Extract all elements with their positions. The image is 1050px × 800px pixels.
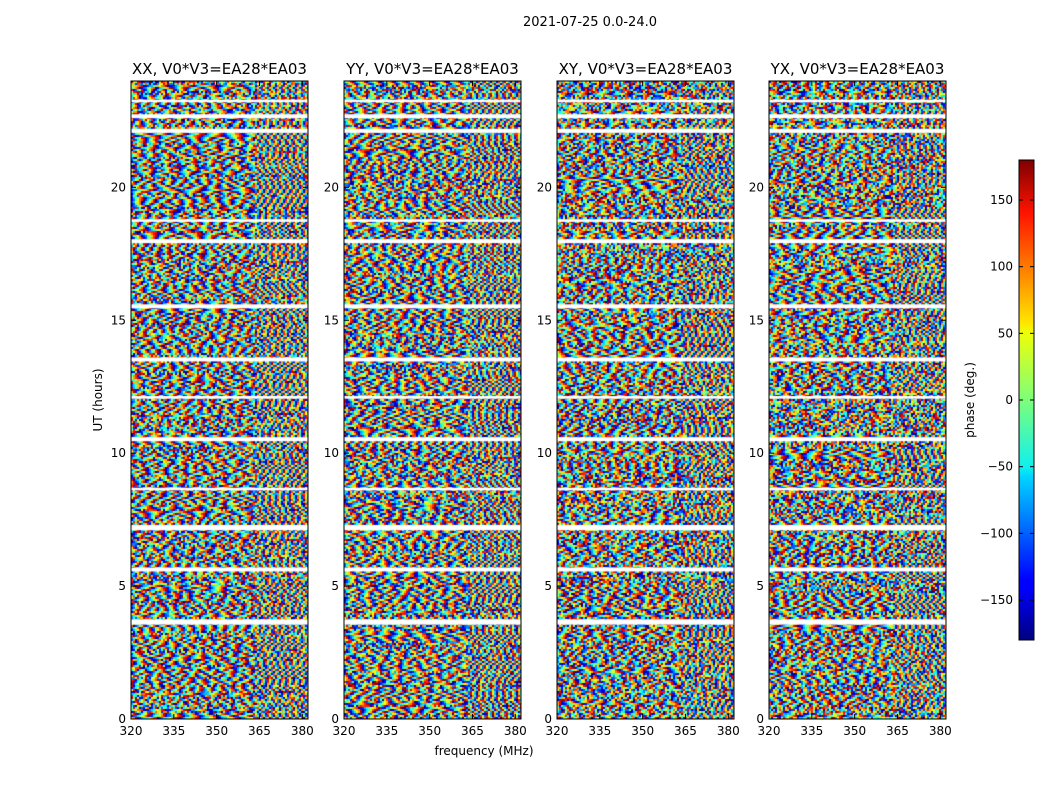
colorbar-tick-label: 100 (990, 260, 1013, 274)
x-tick-label: 380 (291, 724, 314, 738)
x-tick-label: 335 (162, 724, 185, 738)
plot-frame (556, 80, 735, 720)
y-tick-label: 0 (544, 712, 552, 726)
x-tick-label: 320 (546, 724, 569, 738)
colorbar-tick-label: 0 (1005, 393, 1013, 407)
y-tick-label: 5 (118, 579, 126, 593)
y-tick-label: 15 (749, 313, 764, 327)
panel-title: YX, V0*V3=EA28*EA03 (770, 60, 945, 78)
phase-heatmap (131, 81, 308, 719)
panel-2: YY, V0*V3=EA28*EA03 320 335 350 365 380 0 5 10 15… (324, 60, 527, 738)
x-tick-label: 320 (758, 724, 781, 738)
panels: XX, V0*V3=EA28*EA03 320 335 350 365 380 0 5 10 15… (111, 60, 952, 738)
y-tick-label: 10 (324, 446, 339, 460)
x-tick-label: 335 (375, 724, 398, 738)
y-tick-label: 5 (544, 579, 552, 593)
y-tick-label: 5 (756, 579, 764, 593)
colorbar-label: phase (deg.) (963, 362, 977, 438)
x-axis-label: frequency (MHz) (434, 744, 533, 758)
y-tick-label: 0 (756, 712, 764, 726)
plot-frame (343, 80, 522, 720)
colorbar-tick-label: 50 (998, 326, 1013, 340)
x-tick-label: 380 (717, 724, 740, 738)
panel-title: XY, V0*V3=EA28*EA03 (559, 60, 733, 78)
phase-heatmap (557, 81, 734, 719)
x-tick-label: 350 (418, 724, 441, 738)
colorbar: −150 −100 −50 0 50 100 150 phase (deg.) (963, 159, 1035, 641)
x-tick-label: 335 (588, 724, 611, 738)
panel-title: YY, V0*V3=EA28*EA03 (345, 60, 519, 78)
y-tick-label: 20 (324, 180, 339, 194)
x-tick-label: 350 (843, 724, 866, 738)
x-tick-label: 380 (504, 724, 527, 738)
colorbar-ticks: −150 −100 −50 0 50 100 150 (980, 193, 1034, 607)
y-tick-label: 15 (324, 313, 339, 327)
colorbar-tick-label: 150 (990, 193, 1013, 207)
panel-3: XY, V0*V3=EA28*EA03 320 335 350 365 380 0 5 10 15… (537, 60, 740, 738)
y-tick-label: 15 (111, 313, 126, 327)
x-tick-label: 350 (631, 724, 654, 738)
x-tick-label: 365 (886, 724, 909, 738)
panel-1: XX, V0*V3=EA28*EA03 320 335 350 365 380 0 5 10 15… (111, 60, 314, 738)
y-tick-label: 0 (331, 712, 339, 726)
plot-frame (130, 80, 309, 720)
figure-suptitle: 2021-07-25 0.0-24.0 (523, 15, 657, 30)
y-tick-label: 20 (537, 180, 552, 194)
panel-title: XX, V0*V3=EA28*EA03 (132, 60, 307, 78)
y-tick-label: 15 (537, 313, 552, 327)
y-axis-label: UT (hours) (91, 368, 105, 431)
x-tick-label: 350 (205, 724, 228, 738)
y-tick-label: 20 (749, 180, 764, 194)
x-tick-label: 365 (674, 724, 697, 738)
x-tick-label: 365 (248, 724, 271, 738)
x-tick-label: 335 (800, 724, 823, 738)
y-tick-label: 5 (331, 579, 339, 593)
colorbar-tick-label: −150 (980, 593, 1013, 607)
y-tick-label: 10 (537, 446, 552, 460)
panel-4: YX, V0*V3=EA28*EA03 320 335 350 365 380 0 5 10 15… (749, 60, 952, 738)
phase-heatmap (769, 81, 946, 719)
phase-heatmap (344, 81, 521, 719)
plot-frame (768, 80, 947, 720)
x-tick-label: 320 (333, 724, 356, 738)
y-tick-label: 10 (749, 446, 764, 460)
y-tick-label: 10 (111, 446, 126, 460)
x-tick-label: 320 (120, 724, 143, 738)
colorbar-tick-label: −100 (980, 526, 1013, 540)
x-tick-label: 380 (929, 724, 952, 738)
x-tick-label: 365 (461, 724, 484, 738)
y-tick-label: 0 (118, 712, 126, 726)
colorbar-tick-label: −50 (988, 460, 1013, 474)
y-tick-label: 20 (111, 180, 126, 194)
